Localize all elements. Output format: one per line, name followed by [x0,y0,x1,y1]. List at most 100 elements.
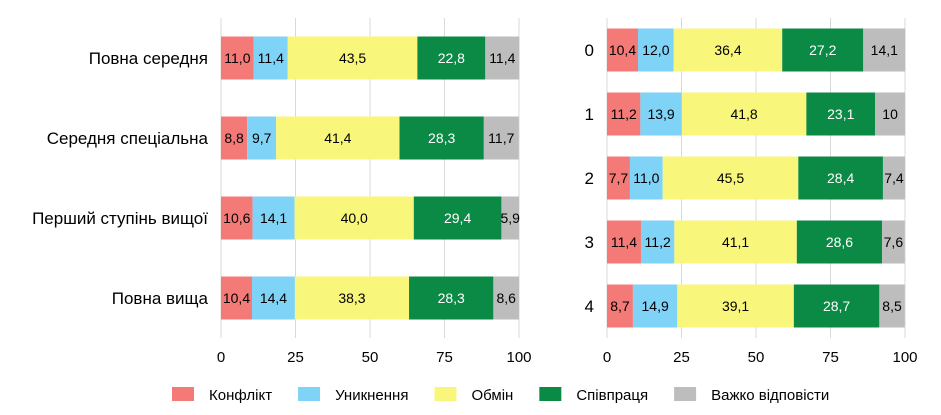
data-label: 40,0 [341,210,368,226]
data-label: 22,8 [438,50,465,66]
bar-segment [294,276,410,320]
bar-segment [677,284,794,328]
bar-segment [607,28,638,72]
bar-segment [399,116,484,160]
bar-segment [662,156,799,200]
bar-segment [640,220,675,264]
data-label: 8,8 [224,130,244,146]
data-label: 28,6 [826,234,853,250]
data-label: 12,0 [642,42,669,58]
category-label: 1 [585,105,594,124]
data-label: 11,0 [633,170,659,186]
bar-segment [607,220,641,264]
data-label: 41,1 [722,234,749,250]
data-label: 28,3 [428,130,455,146]
legend-label: Уникнення [335,387,408,404]
chart-panel-numeric: 0 25 50 75 100 0 10,4 12,0 36,4 27,2 14,1 1 11,2 13,9… [585,18,918,366]
bar-segment [863,28,906,72]
legend-swatch [434,387,457,401]
legend-label: Конфлікт [209,387,272,404]
x-tick-label: 25 [673,349,690,366]
data-label: 36,4 [714,42,741,58]
bar-segment [221,36,254,80]
category-label: 4 [585,297,594,316]
bar-segment [483,116,519,160]
legend-label: Обмін [471,387,513,404]
x-tick-label: 0 [217,349,225,366]
x-tick-label: 75 [822,349,839,366]
bar-segment [640,92,682,136]
data-label: 41,4 [324,130,351,146]
bar-segment [607,156,630,200]
bar-segment [879,284,905,328]
bar-segment [875,92,905,136]
data-label: 39,1 [722,298,749,314]
legend-swatch [674,387,697,401]
x-tick-label: 100 [892,349,917,366]
data-label: 10,4 [223,290,250,306]
x-tick-label: 25 [287,349,304,366]
bar-segment [252,196,295,240]
x-tick-label: 50 [362,349,379,366]
category-label: Перший ступінь вищої [32,209,208,228]
bar-segment [221,116,248,160]
legend-label: Важко відповісти [711,387,829,404]
chart-panel-education: 0 25 50 75 100 Повна середня 11,0 11,4 43,5 22,8 1… [32,18,532,366]
bar-segment [253,36,288,80]
data-label: 11,4 [258,50,284,66]
bar-segment [287,36,418,80]
bar-segment [882,156,905,200]
bar-segment [673,28,783,72]
bar-segment [796,220,883,264]
bar-segment [882,220,905,264]
data-label: 11,2 [645,234,671,250]
x-tick-label: 50 [748,349,765,366]
legend-label: Співпраця [576,387,648,404]
x-tick-label: 0 [603,349,611,366]
data-label: 14,1 [260,210,287,226]
bar-segment [485,36,520,80]
category-label: Повна середня [89,49,208,68]
category-label: Середня спеціальна [47,129,209,148]
bar-segment [294,196,414,240]
legend-swatch [172,387,194,401]
data-label: 28,7 [823,298,850,314]
data-label: 11,2 [611,106,637,122]
data-label: 43,5 [339,50,366,66]
data-label: 11,4 [489,50,515,66]
data-label: 5,9 [500,210,520,226]
bar-segment [806,92,876,136]
data-label: 8,6 [496,290,516,306]
data-label: 10,6 [223,210,250,226]
data-label: 8,7 [610,298,630,314]
bar-segment [607,92,641,136]
data-label: 27,2 [809,42,836,58]
data-label: 11,4 [611,234,637,250]
bar-segment [221,196,253,240]
legend-swatch [539,387,562,401]
data-label: 7,4 [884,170,904,186]
data-label: 7,6 [884,234,904,250]
data-label: 45,5 [717,170,744,186]
x-tick-label: 100 [506,349,531,366]
data-label: 28,4 [827,170,854,186]
data-label: 13,9 [647,106,674,122]
bar-segment [629,156,663,200]
bar-segment [782,28,864,72]
bar-segment [417,36,486,80]
bar-segment [413,196,502,240]
bar-segment [493,276,519,320]
bar-segment [793,284,880,328]
legend-swatch [298,387,321,401]
data-label: 7,7 [609,170,629,186]
data-label: 28,3 [438,290,465,306]
bar-segment [681,92,807,136]
bar-segment [632,284,678,328]
data-label: 8,5 [882,298,902,314]
x-tick-label: 75 [436,349,453,366]
data-label: 14,9 [642,298,669,314]
data-label: 10 [882,106,898,122]
data-label: 23,1 [827,106,854,122]
